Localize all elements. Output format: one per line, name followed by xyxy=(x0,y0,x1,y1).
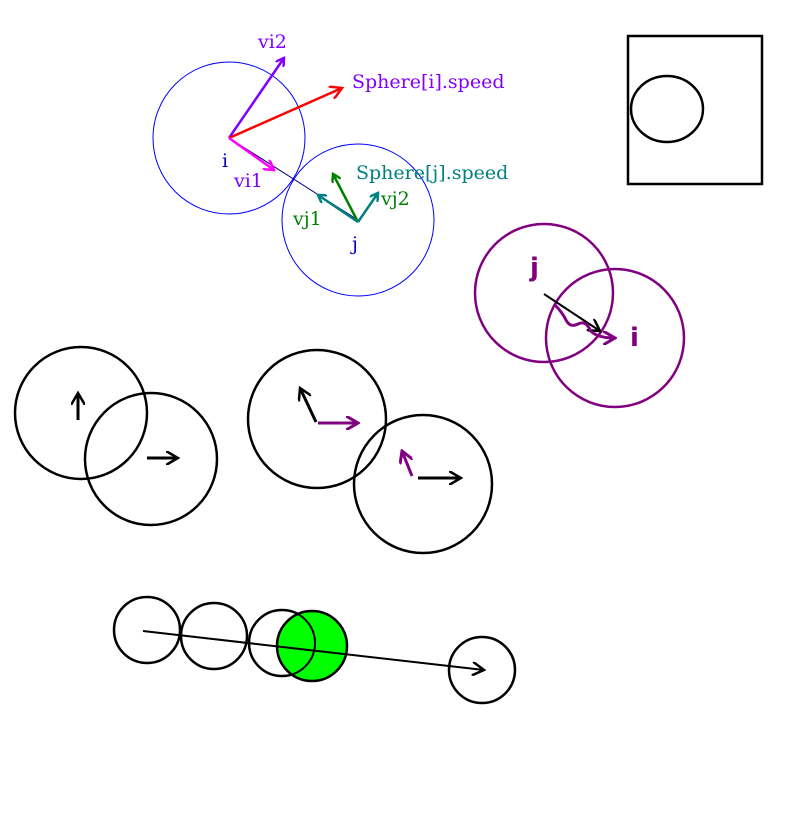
vj2-arrow xyxy=(356,193,378,223)
label-sphere-i-speed: Sphere[i].speed xyxy=(352,71,505,93)
purple-sphere-i xyxy=(544,267,686,409)
sphere-i-speed-arrow xyxy=(228,88,342,140)
label-vj1: vj1 xyxy=(292,208,322,230)
center-sphere-b xyxy=(352,413,494,555)
center-sphere-a-black-arrow xyxy=(300,388,318,423)
label-j: j xyxy=(350,233,358,255)
sphere-j-speed-arrow xyxy=(333,174,360,223)
label-vj2: vj2 xyxy=(380,188,410,210)
label-i: i xyxy=(222,150,228,172)
purple-spheres-black-arrow xyxy=(543,293,600,331)
hand-label-i: i xyxy=(630,323,639,353)
vi1-arrow xyxy=(228,136,274,170)
hand-label-j: j xyxy=(529,253,539,283)
sequence-circle-3-overlap-edge xyxy=(281,609,316,677)
purple-squiggle-arrow xyxy=(553,303,615,338)
sphere-i-circle xyxy=(152,61,306,215)
purple-sphere-j xyxy=(473,222,615,364)
sequence-circle-1 xyxy=(112,595,182,665)
sequence-circle-target xyxy=(447,635,517,705)
label-vi2: vi2 xyxy=(257,31,287,53)
center-sphere-b-purple-arrow xyxy=(402,451,414,477)
vj1-arrow xyxy=(318,195,359,224)
center-sphere-a xyxy=(246,348,388,490)
box-frame xyxy=(626,34,764,186)
box-circle xyxy=(629,74,705,144)
left-sphere-b xyxy=(83,391,219,527)
sequence-collision-circle xyxy=(275,609,349,683)
label-vi1: vi1 xyxy=(233,170,263,192)
sphere-j-circle xyxy=(281,143,435,297)
trajectory-arrow xyxy=(142,630,484,670)
left-sphere-a xyxy=(13,345,149,481)
vi2-arrow xyxy=(227,58,284,139)
label-sphere-j-speed: Sphere[j].speed xyxy=(356,162,508,184)
